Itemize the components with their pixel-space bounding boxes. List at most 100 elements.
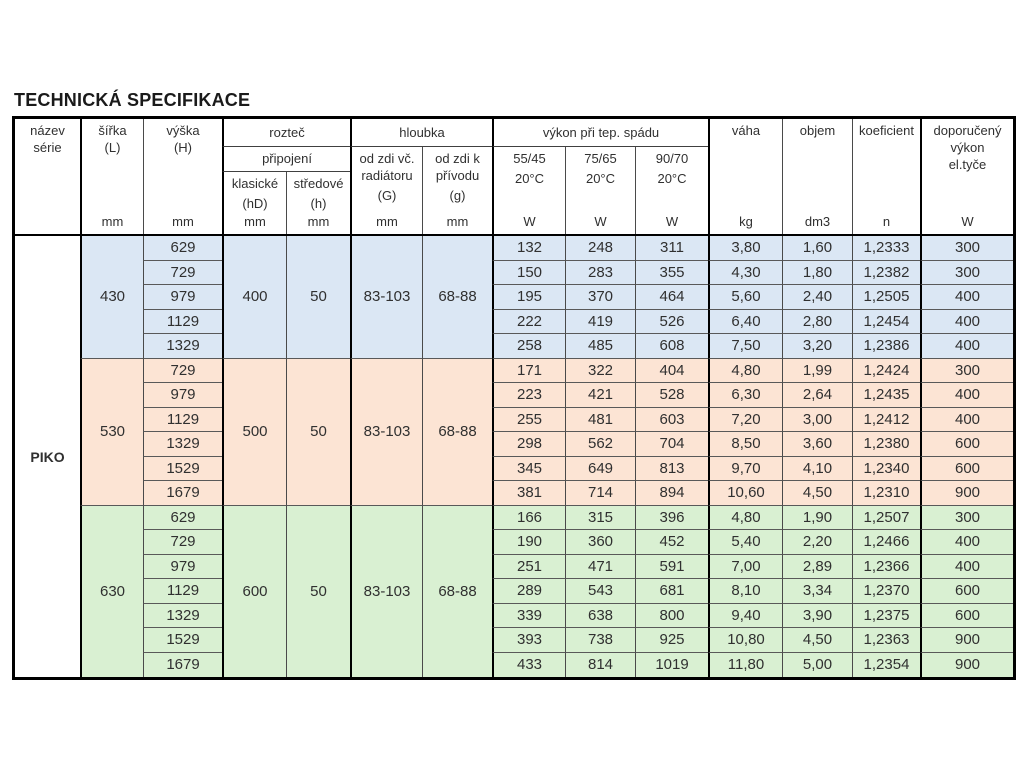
pitch-central-cell: 50 xyxy=(286,505,350,677)
el-power-cell: 400 xyxy=(920,383,1013,408)
el-power-cell: 300 xyxy=(920,260,1013,285)
header-vyska: výška (H) mm xyxy=(143,119,222,234)
header-hloubka-g: od zdi k přívodu (g) mm xyxy=(422,147,492,234)
weight-cell: 8,50 xyxy=(708,432,782,457)
header-klasicke-sub: (hD) xyxy=(242,196,268,212)
weight-cell: 7,50 xyxy=(708,334,782,359)
volume-cell: 3,00 xyxy=(782,407,852,432)
volume-cell: 5,00 xyxy=(782,652,852,677)
power-5545-cell: 393 xyxy=(492,628,565,653)
pitch-central-cell: 50 xyxy=(286,236,350,359)
height-cell: 1329 xyxy=(143,432,222,457)
power-9070-cell: 681 xyxy=(635,579,708,604)
height-cell: 729 xyxy=(143,260,222,285)
header-sirka: šířka (L) mm xyxy=(80,119,143,234)
el-power-cell: 300 xyxy=(920,505,1013,530)
header-klasicke-label: klasické xyxy=(231,176,279,191)
power-7565-cell: 481 xyxy=(565,407,635,432)
header-vykon-9070-sub: 20°C xyxy=(657,171,687,187)
table-body: PIKO 430 400 50 83-103 68-88 629 132 248 311 3,80 1… xyxy=(15,236,1013,677)
header-stredove-sub: (h) xyxy=(310,196,327,212)
power-9070-cell: 452 xyxy=(635,530,708,555)
header-vykon-5545-unit: W xyxy=(523,213,536,229)
power-7565-cell: 419 xyxy=(565,309,635,334)
power-9070-cell: 800 xyxy=(635,603,708,628)
el-power-cell: 400 xyxy=(920,530,1013,555)
volume-cell: 2,20 xyxy=(782,530,852,555)
coefficient-cell: 1,2507 xyxy=(852,505,920,530)
header-hloubka-title-label: hloubka xyxy=(399,124,445,140)
depth-G-cell: 83-103 xyxy=(350,505,422,677)
power-5545-cell: 166 xyxy=(492,505,565,530)
header-vykon-9070-label: 90/70 xyxy=(655,151,689,166)
header-vaha-label: váha xyxy=(731,123,761,138)
power-5545-cell: 339 xyxy=(492,603,565,628)
el-power-cell: 900 xyxy=(920,628,1013,653)
power-7565-cell: 638 xyxy=(565,603,635,628)
weight-cell: 5,60 xyxy=(708,285,782,310)
header-vykon-7565: 75/65 20°C W xyxy=(565,147,635,234)
header-vykon-7565-sub: 20°C xyxy=(585,171,616,187)
height-cell: 1129 xyxy=(143,407,222,432)
power-5545-cell: 298 xyxy=(492,432,565,457)
header-nazev-serie: název série xyxy=(15,119,80,234)
header-roztec-title-label: rozteč xyxy=(269,124,305,140)
weight-cell: 6,30 xyxy=(708,383,782,408)
header-vyska-unit: mm xyxy=(172,213,194,229)
pitch-classic-cell: 500 xyxy=(222,358,286,506)
page: TECHNICKÁ SPECIFIKACE název série šířka … xyxy=(12,90,1016,680)
width-cell: 530 xyxy=(80,358,143,506)
coefficient-cell: 1,2454 xyxy=(852,309,920,334)
power-7565-cell: 714 xyxy=(565,481,635,506)
power-7565-cell: 471 xyxy=(565,554,635,579)
power-7565-cell: 543 xyxy=(565,579,635,604)
header-doporuceny: doporučený výkon el.tyče W xyxy=(920,119,1013,234)
power-9070-cell: 608 xyxy=(635,334,708,359)
coefficient-cell: 1,2363 xyxy=(852,628,920,653)
volume-cell: 4,50 xyxy=(782,628,852,653)
header-koeficient: koeficient n xyxy=(852,119,920,234)
height-cell: 629 xyxy=(143,505,222,530)
power-7565-cell: 322 xyxy=(565,358,635,383)
header-vaha: váha kg xyxy=(708,119,782,234)
volume-cell: 1,80 xyxy=(782,260,852,285)
volume-cell: 1,99 xyxy=(782,358,852,383)
weight-cell: 5,40 xyxy=(708,530,782,555)
power-7565-cell: 315 xyxy=(565,505,635,530)
power-5545-cell: 150 xyxy=(492,260,565,285)
power-5545-cell: 433 xyxy=(492,652,565,677)
el-power-cell: 400 xyxy=(920,334,1013,359)
depth-G-cell: 83-103 xyxy=(350,358,422,506)
power-5545-cell: 190 xyxy=(492,530,565,555)
power-7565-cell: 485 xyxy=(565,334,635,359)
coefficient-cell: 1,2354 xyxy=(852,652,920,677)
power-7565-cell: 814 xyxy=(565,652,635,677)
header-stredove-label: středové xyxy=(293,176,344,191)
weight-cell: 11,80 xyxy=(708,652,782,677)
header-klasicke-unit: mm xyxy=(244,213,266,229)
weight-cell: 6,40 xyxy=(708,309,782,334)
height-cell: 729 xyxy=(143,358,222,383)
volume-cell: 1,90 xyxy=(782,505,852,530)
depth-g-cell: 68-88 xyxy=(422,505,492,677)
volume-cell: 1,60 xyxy=(782,236,852,261)
el-power-cell: 400 xyxy=(920,554,1013,579)
power-5545-cell: 258 xyxy=(492,334,565,359)
power-5545-cell: 289 xyxy=(492,579,565,604)
width-cell: 630 xyxy=(80,505,143,677)
power-9070-cell: 894 xyxy=(635,481,708,506)
header-roztec-title: rozteč xyxy=(222,119,350,147)
height-cell: 979 xyxy=(143,285,222,310)
coefficient-cell: 1,2424 xyxy=(852,358,920,383)
power-5545-cell: 222 xyxy=(492,309,565,334)
coefficient-cell: 1,2370 xyxy=(852,579,920,604)
el-power-cell: 900 xyxy=(920,652,1013,677)
coefficient-cell: 1,2382 xyxy=(852,260,920,285)
power-7565-cell: 421 xyxy=(565,383,635,408)
power-5545-cell: 195 xyxy=(492,285,565,310)
header-objem: objem dm3 xyxy=(782,119,852,234)
power-5545-cell: 255 xyxy=(492,407,565,432)
volume-cell: 3,34 xyxy=(782,579,852,604)
header-objem-label: objem xyxy=(799,123,836,138)
header-sirka-unit: mm xyxy=(101,213,124,229)
